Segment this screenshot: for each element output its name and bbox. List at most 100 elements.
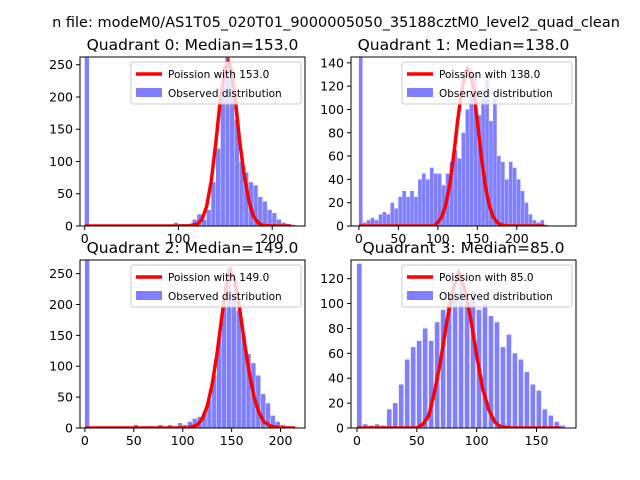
histogram-bar (374, 220, 379, 226)
legend: Poission with 138.0 Observed distribution (401, 61, 573, 105)
histogram-bar (241, 335, 246, 428)
histogram-bar (477, 115, 481, 226)
y-tick-label: 200 (49, 89, 73, 104)
legend-frame (401, 61, 573, 105)
histogram-bar (488, 316, 494, 428)
axes-frame (79, 259, 306, 429)
histogram-bar (426, 179, 430, 226)
subplot-quadrant-1: 0 50 100 150 200 0 20 40 60 80 100 120 140 Quadrant 1… (320, 36, 577, 246)
legend: Poission with 153.0 Observed distribution (130, 61, 302, 105)
histogram-bar (440, 309, 446, 428)
histogram-bar (489, 121, 493, 226)
y-tick-label: 200 (49, 297, 73, 312)
histogram-bar (276, 219, 282, 226)
histogram-bar (234, 119, 239, 226)
x-tick-label: 100 (465, 433, 489, 448)
x-tick-label: 150 (525, 433, 549, 448)
subplot-title: Quadrant 2: Median=149.0 (87, 239, 299, 257)
histogram-bar (449, 161, 454, 226)
histogram-bar (473, 74, 477, 226)
x-tick-label: 50 (409, 433, 425, 448)
histogram-bar (422, 328, 428, 428)
histogram-bar (446, 303, 452, 428)
histogram-bar (536, 390, 542, 428)
x-tick-label: 100 (167, 231, 191, 246)
y-tick-label: 80 (328, 125, 344, 140)
legend-label-poisson: Poission with 149.0 (168, 272, 269, 284)
histogram-bar (366, 220, 371, 226)
legend-label-observed: Observed distribution (168, 291, 282, 303)
histogram-bar (524, 372, 530, 428)
histogram-bar (404, 359, 410, 428)
axes-frame (79, 56, 306, 227)
histogram-bar (225, 57, 230, 226)
histogram-bar (500, 347, 506, 428)
histogram-bar (356, 263, 362, 428)
histogram-bar (187, 421, 193, 428)
histogram-bar (418, 179, 422, 226)
histogram-bar (275, 421, 281, 428)
histogram-bar (265, 403, 271, 428)
histogram-bar (528, 214, 533, 226)
axes-frame (350, 56, 577, 227)
histogram-bar (497, 156, 501, 226)
legend-label-observed: Observed distribution (168, 88, 282, 100)
histogram-bar (544, 224, 549, 226)
y-tick-label: 50 (57, 390, 73, 405)
histogram-bar (221, 301, 227, 428)
histogram-bar (482, 303, 488, 428)
subplot-title: Quadrant 3: Median=85.0 (363, 239, 565, 257)
histogram-bar (202, 412, 207, 428)
y-tick-label: 120 (320, 271, 344, 286)
histogram-bar (246, 353, 251, 428)
y-tick-label: 250 (49, 266, 73, 281)
histogram-bars (358, 57, 549, 226)
histogram-bar (390, 202, 395, 226)
x-tick-label: 100 (171, 433, 195, 448)
y-tick-label: 60 (328, 149, 344, 164)
histogram-bars (84, 57, 296, 226)
histogram-bar (290, 224, 296, 226)
legend-frame (130, 61, 302, 105)
histogram-bar (216, 338, 222, 428)
legend-bar-swatch (136, 291, 162, 300)
y-tick-label: 20 (328, 195, 344, 210)
histogram-bar (470, 291, 476, 428)
legend-bar-swatch (407, 291, 433, 300)
subplot-title: Quadrant 0: Median=153.0 (87, 36, 299, 54)
histogram-bar (267, 209, 272, 226)
histogram-bar (441, 185, 446, 226)
histogram-bar (548, 415, 554, 428)
histogram-bar (518, 359, 524, 428)
legend-frame (401, 264, 573, 308)
legend-bar-swatch (136, 88, 162, 97)
x-tick-label: 50 (126, 433, 142, 448)
histogram-bar (452, 297, 458, 428)
y-tick-label: 120 (320, 79, 344, 94)
legend: Poission with 149.0 Observed distribution (130, 264, 302, 308)
histogram-bar (493, 97, 497, 226)
histogram-bar (406, 196, 410, 226)
histogram-bar (429, 167, 434, 226)
histogram-bar (256, 375, 261, 428)
axes-frame (350, 259, 577, 429)
histogram-bar (270, 415, 276, 428)
legend-label-poisson: Poission with 85.0 (439, 272, 534, 284)
y-tick-label: 100 (320, 296, 344, 311)
y-tick-label: 150 (49, 122, 73, 137)
histogram-bar (465, 109, 470, 226)
histogram-bar (458, 278, 464, 428)
histogram-bar (236, 310, 241, 428)
histogram-bar (410, 191, 414, 226)
figure-suptitle: n file: modeM0/AS1T05_020T01_9000005050_… (52, 15, 620, 31)
histogram-bar (177, 423, 183, 428)
legend-label-observed: Observed distribution (439, 88, 553, 100)
histogram-bar (398, 196, 402, 226)
histogram-bar (192, 418, 197, 428)
histogram-bar (231, 295, 237, 428)
y-tick-label: 100 (49, 359, 73, 374)
histogram-bar (220, 87, 225, 226)
histogram-bar (84, 57, 89, 226)
